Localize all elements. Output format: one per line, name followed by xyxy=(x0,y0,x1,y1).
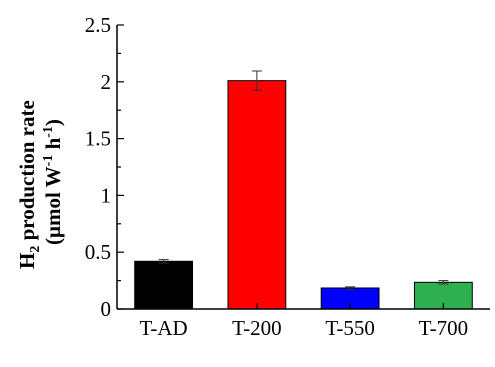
error-bar-t-200 xyxy=(251,70,262,91)
y-tick-label: 2.5 xyxy=(85,13,111,37)
y-title-line2: (μmol W-1 h-1) xyxy=(41,119,65,245)
error-bar-t-ad xyxy=(158,259,169,264)
y-tick-label: 1 xyxy=(101,183,112,207)
y-title-line1: H2 production rate xyxy=(15,100,43,269)
axes: T-AD T-200 T-550 T-700 0 0.5 1 1.5 2 2.5 xyxy=(85,13,490,340)
x-tick-label: T-700 xyxy=(419,316,468,340)
bar-t-ad xyxy=(134,260,194,310)
y-axis-title: H2 production rate (μmol W-1 h-1) xyxy=(15,95,65,269)
error-bar-t-700 xyxy=(438,280,449,285)
x-tick-label: T-200 xyxy=(232,316,281,340)
plot-marks xyxy=(134,70,473,310)
error-bar-t-550 xyxy=(345,286,356,290)
bar-t-200 xyxy=(227,80,287,310)
y-tick-label: 0 xyxy=(101,297,112,321)
y-tick-label: 2 xyxy=(101,70,112,94)
x-tick-label: T-550 xyxy=(325,316,374,340)
y-tick-label: 0.5 xyxy=(85,240,111,264)
y-tick-label: 1.5 xyxy=(85,127,111,151)
x-tick-label: T-AD xyxy=(140,316,188,340)
